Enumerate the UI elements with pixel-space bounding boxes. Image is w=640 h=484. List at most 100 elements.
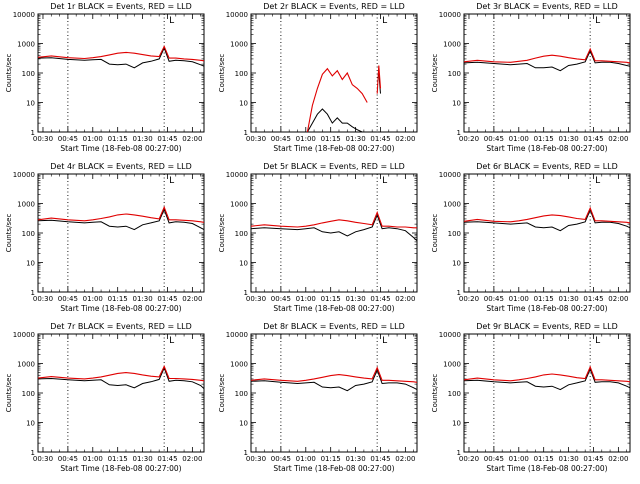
series-events-line <box>38 366 204 390</box>
series-lld-line <box>251 210 417 229</box>
y-tick-label: 10 <box>239 100 248 108</box>
x-tick-label: 00:45 <box>58 455 78 463</box>
panel-3: Det 3r BLACK = Events, RED = LLD L 1 10 100 1… <box>431 2 631 153</box>
x-tick-label: 01:00 <box>83 135 103 143</box>
y-tick-label: 10 <box>26 100 35 108</box>
x-axis-label: Start Time (18-Feb-08 00:27:00) <box>60 144 181 153</box>
x-axis-label: Start Time (18-Feb-08 00:27:00) <box>60 304 181 313</box>
x-axis-label: Start Time (18-Feb-08 00:27:00) <box>486 144 607 153</box>
x-tick-label: 01:15 <box>534 135 554 143</box>
y-tick-label: 1000 <box>230 41 248 49</box>
y-tick-label: 100 <box>22 390 35 398</box>
series-lld-line <box>464 365 630 383</box>
series-lld-line <box>464 206 630 224</box>
x-tick-label: 01:00 <box>296 135 316 143</box>
x-tick-label: 01:45 <box>370 455 390 463</box>
x-tick-label: 01:15 <box>534 295 554 303</box>
x-tick-label: 02:00 <box>182 135 202 143</box>
y-tick-label: 10 <box>26 260 35 268</box>
x-tick-label: 01:30 <box>132 295 152 303</box>
y-tick-label: 1 <box>244 449 248 457</box>
corner-mark: L <box>169 336 174 346</box>
y-tick-label: 1 <box>31 289 35 297</box>
series-events-line <box>306 72 381 132</box>
x-tick-label: 02:00 <box>608 455 628 463</box>
y-axis-label: Counts/sec <box>431 54 439 93</box>
x-tick-label: 01:30 <box>558 135 578 143</box>
y-tick-label: 10 <box>452 100 461 108</box>
panel-5: Det 5r BLACK = Events, RED = LLD L 1 10 100 1… <box>218 162 418 313</box>
x-tick-label: 02:00 <box>182 455 202 463</box>
x-tick-label: 02:00 <box>182 295 202 303</box>
y-tick-label: 10 <box>26 420 35 428</box>
series-events-line <box>464 208 630 232</box>
series-lld-line <box>38 45 204 62</box>
x-tick-label: 00:45 <box>484 295 504 303</box>
x-tick-label: 01:30 <box>558 295 578 303</box>
x-tick-label: 01:00 <box>83 295 103 303</box>
x-tick-label: 01:45 <box>157 455 177 463</box>
x-axis-label: Start Time (18-Feb-08 00:27:00) <box>273 464 394 473</box>
x-tick-label: 01:15 <box>108 135 128 143</box>
x-tick-label: 01:30 <box>345 295 365 303</box>
x-tick-label: 01:00 <box>509 295 529 303</box>
panel-title: Det 1r BLACK = Events, RED = LLD <box>50 2 192 11</box>
y-tick-label: 1 <box>244 289 248 297</box>
x-tick-label: 01:15 <box>108 295 128 303</box>
y-tick-label: 100 <box>235 390 248 398</box>
y-tick-label: 1000 <box>443 361 461 369</box>
y-tick-label: 10000 <box>13 11 35 19</box>
series-events-line <box>464 367 630 391</box>
x-tick-label: 01:15 <box>108 455 128 463</box>
x-tick-label: 02:00 <box>608 295 628 303</box>
y-tick-label: 1000 <box>17 201 35 209</box>
corner-mark: L <box>382 16 387 26</box>
y-tick-label: 100 <box>448 390 461 398</box>
x-tick-label: 02:00 <box>608 135 628 143</box>
y-tick-label: 10000 <box>439 331 461 339</box>
panel-6: Det 6r BLACK = Events, RED = LLD L 1 10 100 1… <box>431 162 631 313</box>
x-tick-label: 00:45 <box>58 295 78 303</box>
series-lld-line <box>38 365 204 382</box>
x-tick-label: 00:30 <box>246 455 266 463</box>
x-tick-label: 00:20 <box>459 135 479 143</box>
panel-title: Det 5r BLACK = Events, RED = LLD <box>263 162 405 171</box>
y-tick-label: 100 <box>22 70 35 78</box>
panel-title: Det 6r BLACK = Events, RED = LLD <box>476 162 618 171</box>
panel-7: Det 7r BLACK = Events, RED = LLD L 1 10 100 1… <box>5 322 205 473</box>
y-tick-label: 1 <box>31 129 35 137</box>
y-axis-label: Counts/sec <box>218 54 226 93</box>
y-tick-label: 100 <box>448 70 461 78</box>
y-tick-label: 1000 <box>230 201 248 209</box>
y-tick-label: 10000 <box>439 11 461 19</box>
y-axis-label: Counts/sec <box>218 214 226 253</box>
series-lld-line <box>251 366 417 383</box>
panel-2: Det 2r BLACK = Events, RED = LLD L 1 10 100 1… <box>218 2 418 153</box>
x-axis-label: Start Time (18-Feb-08 00:27:00) <box>486 304 607 313</box>
x-tick-label: 01:30 <box>345 455 365 463</box>
y-tick-label: 10000 <box>439 171 461 179</box>
x-tick-label: 01:45 <box>583 135 603 143</box>
panel-title: Det 2r BLACK = Events, RED = LLD <box>263 2 405 11</box>
y-axis-label: Counts/sec <box>5 214 13 253</box>
y-tick-label: 1000 <box>443 201 461 209</box>
plot-frame <box>463 333 631 453</box>
x-tick-label: 01:45 <box>157 295 177 303</box>
x-tick-label: 01:45 <box>370 135 390 143</box>
x-axis-label: Start Time (18-Feb-08 00:27:00) <box>273 144 394 153</box>
y-tick-label: 10 <box>239 420 248 428</box>
x-axis-label: Start Time (18-Feb-08 00:27:00) <box>486 464 607 473</box>
y-tick-label: 1 <box>31 449 35 457</box>
corner-mark: L <box>382 176 387 186</box>
x-tick-label: 01:15 <box>321 455 341 463</box>
x-tick-label: 01:45 <box>583 455 603 463</box>
panel-9: Det 9r BLACK = Events, RED = LLD L 1 10 100 1… <box>431 322 631 473</box>
x-tick-label: 00:45 <box>271 295 291 303</box>
series-lld-line <box>464 47 630 64</box>
plot-frame <box>37 173 205 293</box>
x-tick-label: 01:30 <box>132 455 152 463</box>
x-tick-label: 01:00 <box>509 455 529 463</box>
x-tick-label: 01:30 <box>132 135 152 143</box>
x-tick-label: 02:00 <box>395 455 415 463</box>
